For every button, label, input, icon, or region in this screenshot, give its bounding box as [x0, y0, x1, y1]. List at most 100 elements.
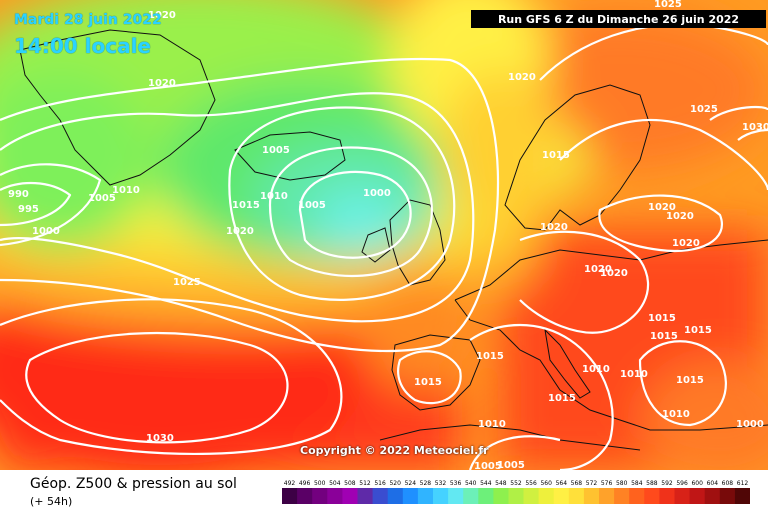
scale-tick-label: 572: [586, 480, 598, 487]
isobar-label: 1020: [672, 238, 700, 249]
isobar-label: 1005: [88, 193, 116, 204]
scale-color-swatch: [538, 488, 555, 504]
isobar-label: 1030: [146, 433, 174, 444]
scale-color-swatch: [372, 488, 389, 504]
scale-tick-label: 576: [601, 480, 613, 487]
isobar-label: 1015: [542, 150, 570, 161]
scale-color-swatch: [327, 488, 343, 504]
isobar-label: 1015: [650, 331, 678, 342]
scale-tick-label: 512: [359, 480, 371, 487]
scale-color-swatch: [297, 488, 313, 504]
scale-tick-label: 612: [737, 480, 749, 487]
scale-color-swatch: [387, 488, 404, 504]
scale-color-swatch: [553, 488, 570, 504]
scale-color-swatch: [629, 488, 645, 504]
weather-map: 1020 1020 990 995 1000 1005 1010 1005 10…: [0, 0, 768, 470]
scale-color-swatch: [433, 488, 449, 504]
isobar-label: 1000: [363, 188, 391, 199]
scale-tick-label: 564: [556, 480, 568, 487]
isobar-label: 1015: [414, 377, 442, 388]
isobar-labels: 1020 1020 990 995 1000 1005 1010 1005 10…: [8, 0, 768, 470]
isobar-label: 1015: [676, 375, 704, 386]
isobar-label: 1020: [600, 268, 628, 279]
isobar-label: 1005: [497, 460, 525, 470]
scale-color-swatch: [493, 488, 509, 504]
scale-tick-label: 536: [450, 480, 462, 487]
isobar-label: 1005: [262, 145, 290, 156]
isobar-label: 1025: [690, 104, 718, 115]
isobar-label: 1020: [148, 78, 176, 89]
scale-tick-label: 524: [405, 480, 417, 487]
scale-tick-label: 508: [344, 480, 356, 487]
scale-color-swatch: [508, 488, 525, 504]
isobar-label: 1020: [648, 202, 676, 213]
isobar-label: 1020: [540, 222, 568, 233]
scale-color-swatch: [614, 488, 630, 504]
scale-color-swatch: [704, 488, 721, 504]
scale-tick-label: 492: [284, 480, 296, 487]
isobar-label: 995: [18, 204, 39, 215]
scale-tick-label: 600: [691, 480, 703, 487]
isobar-label: 1010: [478, 419, 506, 430]
scale-color-swatch: [463, 488, 479, 504]
scale-color-swatch: [478, 488, 494, 504]
isobar-label: 1015: [648, 313, 676, 324]
model-run-info: Run GFS 6 Z du Dimanche 26 juin 2022: [471, 10, 766, 28]
scale-tick-label: 544: [480, 480, 492, 487]
isobar-label: 1010: [620, 369, 648, 380]
isobar-label: 1020: [508, 72, 536, 83]
isobar-label: 1015: [548, 393, 576, 404]
scale-tick-label: 608: [722, 480, 734, 487]
isobar-label: 990: [8, 189, 29, 200]
isobar-label: 1015: [476, 351, 504, 362]
isobar-label: 1015: [232, 200, 260, 211]
isobar-label: 1010: [260, 191, 288, 202]
isobar-label: 1030: [742, 122, 768, 133]
scale-color-swatch: [282, 488, 298, 504]
forecast-date: Mardi 28 juin 2022: [14, 12, 162, 28]
scale-tick-label: 580: [616, 480, 628, 487]
isobar-label: 1015: [684, 325, 712, 336]
scale-tick-label: 540: [465, 480, 477, 487]
scale-tick-label: 500: [314, 480, 326, 487]
scale-color-swatch: [689, 488, 706, 504]
legend-title: Géop. Z500 & pression au sol: [30, 476, 237, 492]
isobar-label: 1005: [298, 200, 326, 211]
isobar-label: 1020: [584, 264, 612, 275]
forecast-time: 14:00 locale: [14, 34, 151, 58]
scale-tick-label: 568: [571, 480, 583, 487]
scale-color-swatch: [674, 488, 691, 504]
scale-tick-label: 528: [420, 480, 432, 487]
isobar-label: 1005: [474, 461, 502, 470]
color-scale: 492 496 500 504 508 512 516 520 524 528 532 536 540 5…: [282, 480, 750, 504]
forecast-lead-time: (+ 54h): [30, 495, 73, 508]
geopotential-field: [0, 0, 768, 470]
scale-tick-label: 532: [435, 480, 447, 487]
scale-tick-label: 604: [707, 480, 719, 487]
isobar-label: 1010: [662, 409, 690, 420]
copyright-notice: Copyright © 2022 Meteociel.fr: [300, 444, 489, 457]
scale-color-swatch: [402, 488, 419, 504]
isobar-label: 1010: [112, 185, 140, 196]
scale-color-swatch: [568, 488, 585, 504]
scale-color-swatch: [659, 488, 675, 504]
isobar-label: 1025: [173, 277, 201, 288]
scale-color-swatch: [583, 488, 600, 504]
scale-tick-label: 496: [299, 480, 311, 487]
scale-tick-label: 584: [631, 480, 643, 487]
scale-tick-label: 552: [510, 480, 522, 487]
isobar-label: 1020: [148, 10, 176, 21]
isobar-label: 1020: [226, 226, 254, 237]
scale-tick-label: 504: [329, 480, 341, 487]
scale-color-swatch: [448, 488, 464, 504]
scale-tick-label: 516: [374, 480, 386, 487]
scale-color-swatch: [644, 488, 660, 504]
scale-color-swatch: [312, 488, 328, 504]
isobar-label: 1010: [582, 364, 610, 375]
isobar-label: 1000: [32, 226, 60, 237]
scale-tick-label: 556: [525, 480, 537, 487]
scale-color-swatch: [719, 488, 736, 504]
scale-tick-label: 520: [389, 480, 401, 487]
scale-tick-label: 588: [646, 480, 658, 487]
